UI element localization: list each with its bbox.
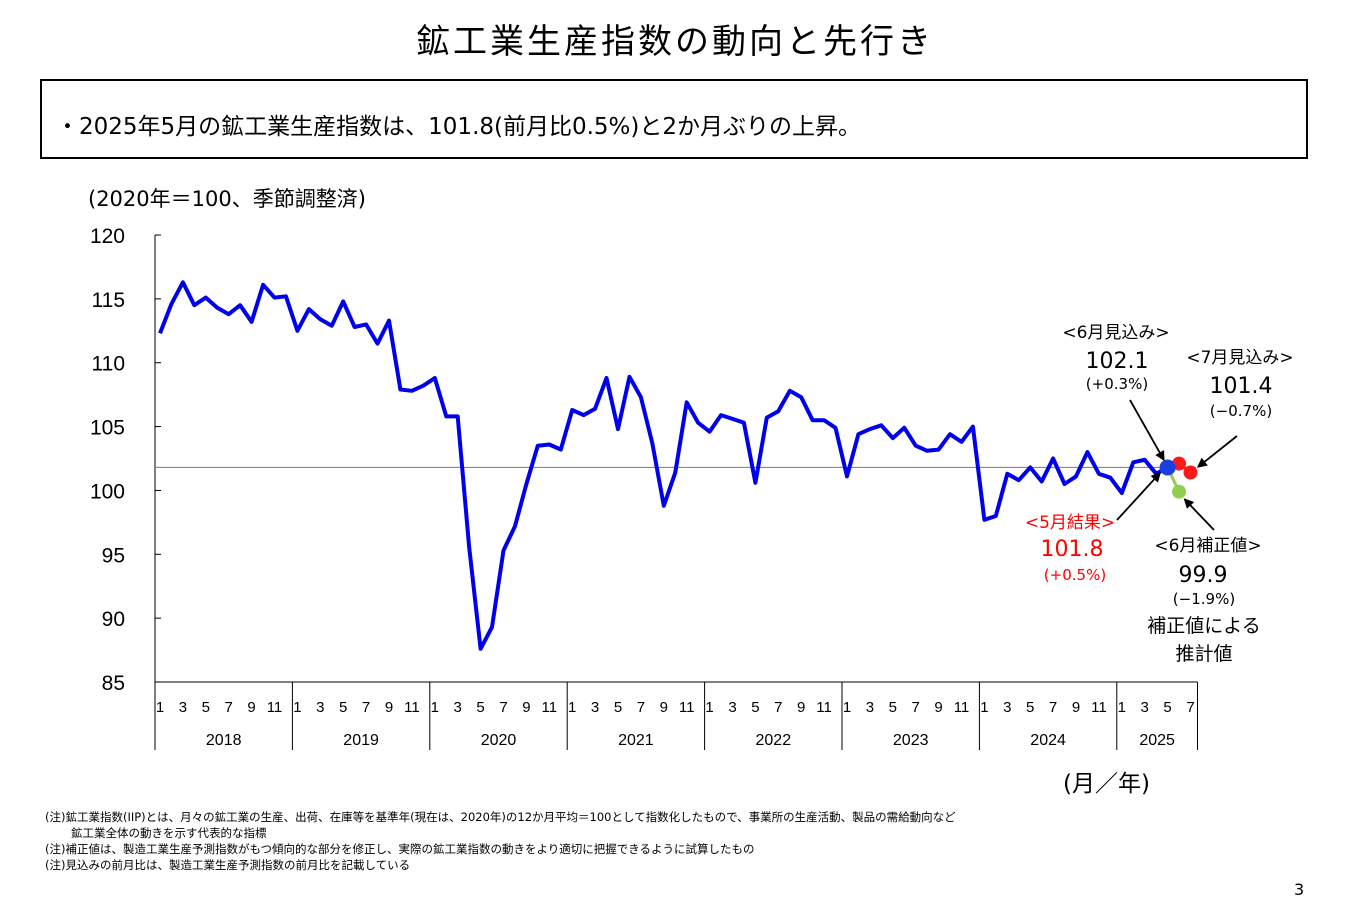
chart-series-layer [158,280,1198,651]
corrected-arrow [1183,498,1215,531]
month-tick-label: 11 [954,699,970,716]
month-tick-label: 5 [339,699,347,716]
month-tick-label: 3 [728,699,736,716]
month-tick-label: 9 [934,699,942,716]
month-tick-label: 5 [202,699,210,716]
summary-box: ・2025年5月の鉱工業生産指数は、101.8(前月比0.5%)と2か月ぶりの上… [40,79,1308,159]
june-forecast-arrow [1129,399,1165,462]
y-tick-label: 85 [102,672,125,695]
month-tick-label: 11 [404,699,420,716]
year-label: 2025 [1139,732,1175,749]
year-label: 2022 [756,732,792,749]
month-tick-label: 5 [476,699,484,716]
month-tick-label: 11 [816,699,832,716]
month-tick-label: 3 [316,699,324,716]
month-tick-label: 5 [1026,699,1034,716]
july-forecast-change: (−0.7%) [1210,402,1272,420]
corrected-note-line1: 補正値による [1147,615,1260,637]
corrected-label: <6月補正値> [1154,536,1261,556]
month-tick-label: 9 [1072,699,1080,716]
july-forecast-label: <7月見込み> [1186,348,1293,368]
footnote-iip-cont: 鉱工業全体の動きを示す代表的な指標 [71,826,267,840]
month-tick-label: 7 [1186,699,1194,716]
month-tick-label: 9 [522,699,530,716]
month-tick-label: 1 [431,699,439,716]
page-number: 3 [1294,880,1305,899]
year-label: 2024 [1030,732,1066,749]
june-forecast-value: 102.1 [1086,349,1149,374]
june-forecast-change: (+0.3%) [1086,375,1148,393]
footnote-iip: (注)鉱工業指数(IIP)とは、月々の鉱工業の生産、出荷、在庫等を基準年(現在は… [45,810,956,824]
month-tick-label: 7 [499,699,507,716]
y-tick-label: 105 [90,417,125,440]
corrected-june-point [1172,484,1187,499]
month-tick-label: 5 [614,699,622,716]
month-tick-label: 9 [660,699,668,716]
year-label: 2019 [343,732,379,749]
corrected-note-line2: 推計値 [1175,643,1232,665]
month-tick-label: 1 [1118,699,1126,716]
june-forecast-label: <6月見込み> [1062,323,1169,343]
month-tick-label: 11 [1091,699,1107,716]
month-tick-label: 3 [1141,699,1149,716]
month-tick-label: 7 [912,699,920,716]
month-tick-label: 9 [247,699,255,716]
iip-series-line [158,280,1169,651]
month-tick-label: 3 [591,699,599,716]
month-tick-label: 7 [1049,699,1057,716]
footnote-forecast: (注)見込みの前月比は、製造工業生産予測指数の前月比を記載している [45,858,411,872]
month-tick-label: 3 [866,699,874,716]
month-tick-label: 5 [1163,699,1171,716]
year-label: 2018 [206,732,242,749]
chart-annotation-layer: <6月見込み> 102.1(+0.3%) <7月見込み> 101.4 (−0.7%) <5… [1025,323,1294,665]
month-tick-label: 1 [843,699,851,716]
year-label: 2020 [481,732,517,749]
summary-text: ・2025年5月の鉱工業生産指数は、101.8(前月比0.5%)と2か月ぶりの上… [56,114,862,140]
footnote-correction: (注)補正値は、製造工業生産予測指数がもつ傾向的な部分を修正し、実際の鉱工業指数… [45,842,755,856]
month-tick-label: 7 [225,699,233,716]
footnotes: (注)鉱工業指数(IIP)とは、月々の鉱工業の生産、出荷、在庫等を基準年(現在は… [45,809,956,873]
month-tick-label: 9 [385,699,393,716]
month-tick-label: 3 [454,699,462,716]
month-tick-label: 7 [774,699,782,716]
month-tick-label: 9 [797,699,805,716]
month-tick-label: 11 [267,699,283,716]
y-tick-label: 90 [102,608,125,631]
y-tick-label: 100 [90,480,125,503]
may-result-arrow [1116,471,1161,521]
corrected-value: 99.9 [1179,563,1228,588]
y-axis-unit-label: (2020年＝100、季節調整済) [88,187,366,211]
month-tick-label: 11 [542,699,558,716]
y-tick-label: 110 [92,353,125,376]
month-tick-label: 3 [1003,699,1011,716]
month-tick-label: 1 [980,699,988,716]
month-tick-label: 7 [637,699,645,716]
may-result-point [1159,459,1176,476]
y-tick-label: 120 [90,225,125,248]
may-result-label: <5月結果> [1025,513,1115,533]
month-tick-label: 1 [705,699,713,716]
month-tick-label: 1 [568,699,576,716]
year-label: 2023 [893,732,929,749]
july-forecast-arrow [1196,435,1238,468]
month-tick-label: 5 [751,699,759,716]
year-label: 2021 [618,732,654,749]
may-result-change: (+0.5%) [1044,566,1106,584]
page-title: 鉱工業生産指数の動向と先行き [416,22,934,62]
corrected-change: (−1.9%) [1173,590,1235,608]
y-tick-label: 95 [102,544,125,567]
month-tick-label: 5 [889,699,897,716]
y-tick-label: 115 [92,289,125,312]
july-forecast-value: 101.4 [1210,374,1273,399]
may-result-value: 101.8 [1041,537,1104,562]
month-tick-label: 7 [362,699,370,716]
month-tick-label: 11 [679,699,695,716]
month-tick-label: 3 [179,699,187,716]
x-axis-label: (月／年) [1063,771,1150,797]
month-tick-label: 1 [156,699,164,716]
forecast-july-point [1183,465,1198,480]
month-tick-label: 1 [293,699,301,716]
